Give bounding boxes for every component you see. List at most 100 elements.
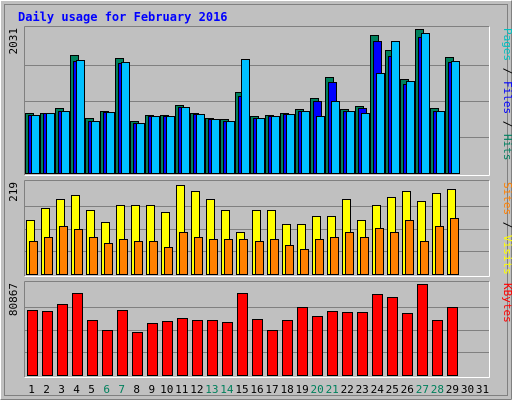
x-tick-label: 22: [341, 383, 354, 396]
bar-pages-day-4: [76, 60, 85, 174]
bar-pages-day-7: [121, 62, 130, 174]
x-tick-label: 5: [88, 383, 95, 396]
bar-sites-day-24: [375, 228, 384, 275]
bar-pages-day-25: [391, 41, 400, 174]
x-tick-label: 25: [386, 383, 399, 396]
bar-pages-day-19: [301, 111, 310, 174]
x-tick-label: 24: [371, 383, 385, 396]
x-tick-label: 4: [73, 383, 80, 396]
axis-label-part: Hits: [501, 134, 512, 161]
bar-kbytes-day-2: [42, 311, 53, 376]
bar-kbytes-day-5: [87, 320, 98, 376]
panel-kbytes: 80867 KBytes: [7, 281, 512, 378]
bar-sites-day-1: [29, 241, 38, 275]
bar-sites-day-8: [134, 241, 143, 275]
bar-sites-day-3: [59, 226, 68, 275]
x-tick-label: 7: [118, 383, 125, 396]
bar-kbytes-day-14: [222, 322, 233, 376]
bar-sites-day-21: [330, 237, 339, 275]
bar-pages-day-8: [136, 123, 145, 174]
bar-kbytes-day-16: [252, 319, 263, 376]
axis-label-part: KBytes: [501, 283, 512, 323]
bar-kbytes-day-24: [372, 294, 383, 376]
axis-label-part: /: [501, 215, 512, 235]
x-tick-label: 23: [356, 383, 369, 396]
bar-sites-day-18: [285, 245, 294, 275]
x-tick-label: 27: [416, 383, 429, 396]
x-tick-label: 16: [250, 383, 263, 396]
bar-kbytes-day-29: [447, 307, 458, 376]
bar-sites-day-14: [224, 239, 233, 275]
bar-pages-day-12: [196, 114, 205, 174]
panel-hits-files-pages: 2031 Pages / Files / Hits: [7, 26, 512, 176]
bar-sites-day-28: [435, 226, 444, 275]
chart-title: Daily usage for February 2016: [18, 10, 228, 24]
axis-label-part: Sites: [501, 182, 512, 215]
bar-kbytes-day-28: [432, 320, 443, 376]
bar-sites-day-12: [194, 237, 203, 275]
bar-sites-day-4: [74, 229, 83, 275]
bar-sites-day-6: [104, 243, 113, 275]
bar-pages-day-1: [31, 115, 40, 174]
bar-kbytes-day-6: [102, 330, 113, 376]
bar-kbytes-day-17: [267, 330, 278, 376]
bar-kbytes-day-9: [147, 323, 158, 376]
bar-kbytes-day-10: [162, 321, 173, 376]
axis-label-hits-files-pages: Pages / Files / Hits: [501, 28, 512, 161]
bar-pages-day-23: [361, 113, 370, 174]
bar-pages-day-10: [166, 116, 175, 174]
x-tick-label: 29: [446, 383, 459, 396]
bar-pages-day-3: [61, 111, 70, 174]
bar-kbytes-day-15: [237, 293, 248, 376]
y-max-label: 219: [7, 182, 20, 202]
bar-sites-day-11: [179, 232, 188, 275]
x-tick-label: 3: [58, 383, 65, 396]
bar-kbytes-day-13: [207, 320, 218, 376]
x-tick-label: 17: [265, 383, 278, 396]
x-tick-label: 26: [401, 383, 414, 396]
bar-sites-day-9: [149, 241, 158, 275]
x-axis-day-labels: 1 2 3 4 5 6 7 8 9 10 11 12 13 14 15 16 17 18 19 20 21 22 23 24 2…: [28, 383, 489, 396]
x-tick-label: 20: [310, 383, 323, 396]
bar-pages-day-2: [46, 113, 55, 174]
bar-sites-day-13: [209, 239, 218, 275]
bar-sites-day-16: [255, 241, 264, 275]
bar-sites-day-2: [44, 237, 53, 275]
bar-sites-day-19: [300, 249, 309, 275]
y-max-label: 2031: [7, 28, 20, 55]
x-tick-label: 28: [431, 383, 444, 396]
x-tick-label: 30: [461, 383, 474, 396]
bar-pages-day-14: [226, 121, 235, 174]
x-tick-label: 18: [280, 383, 293, 396]
bar-kbytes-day-3: [57, 304, 68, 376]
axis-label-visits-sites: Sites / Visits: [501, 182, 512, 275]
bar-kbytes-day-27: [417, 284, 428, 376]
bar-pages-day-22: [346, 111, 355, 174]
y-max-label: 80867: [7, 283, 20, 316]
bar-pages-day-28: [436, 111, 445, 174]
chart-panels: 2031 Pages / Files / Hits 219 Sites / Visit…: [7, 26, 512, 378]
x-tick-label: 14: [220, 383, 234, 396]
bar-kbytes-day-18: [282, 320, 293, 376]
x-tick-label: 19: [295, 383, 308, 396]
x-tick-label: 12: [190, 383, 203, 396]
x-tick-label: 9: [148, 383, 155, 396]
bar-pages-day-15: [241, 59, 250, 174]
bar-sites-day-10: [164, 247, 173, 275]
bar-pages-day-20: [316, 116, 325, 174]
bar-pages-day-24: [376, 73, 385, 174]
x-tick-label: 10: [160, 383, 173, 396]
chart-frame-inner: [4, 4, 508, 396]
x-tick-label: 11: [175, 383, 188, 396]
bar-pages-day-5: [91, 121, 100, 174]
axis-label-part: /: [501, 61, 512, 81]
bar-sites-day-17: [270, 239, 279, 275]
axis-label-kbytes: KBytes: [501, 283, 512, 323]
bar-sites-day-22: [345, 232, 354, 275]
bar-kbytes-day-19: [297, 307, 308, 376]
x-tick-label: 2: [43, 383, 50, 396]
series-sites: [29, 218, 459, 275]
bar-pages-day-17: [271, 116, 280, 174]
x-tick-label: 8: [133, 383, 140, 396]
